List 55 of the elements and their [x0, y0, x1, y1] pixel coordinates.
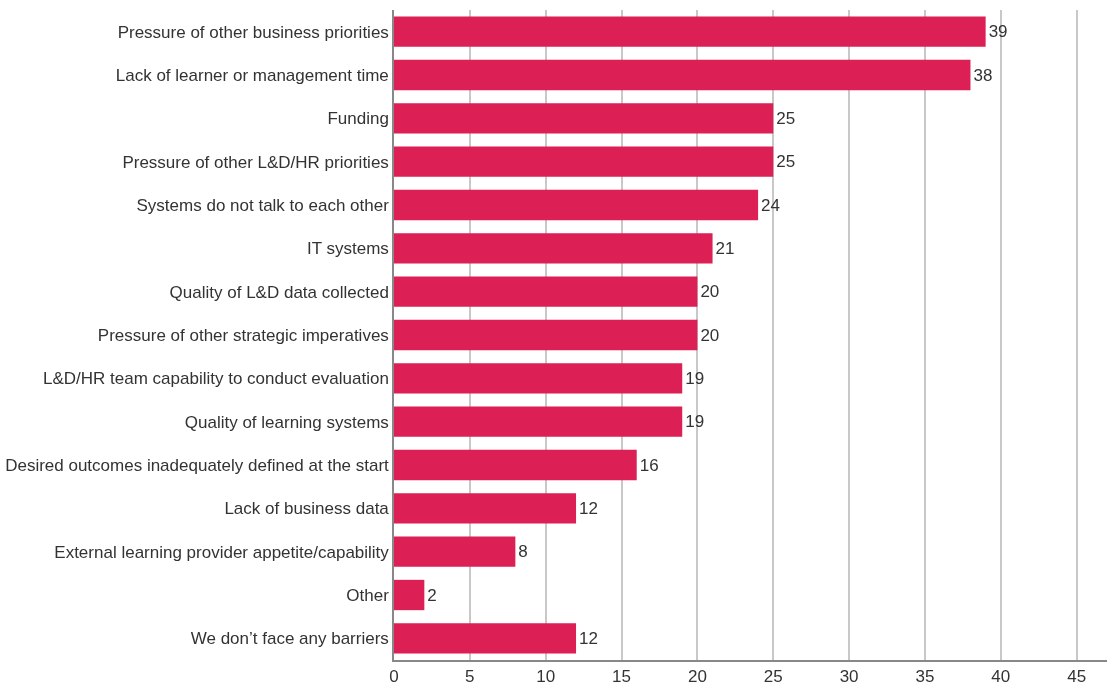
y-tick-label: Desired outcomes inadequately defined at the start — [5, 455, 390, 475]
data-label: 8 — [518, 542, 528, 562]
data-label: 16 — [639, 455, 659, 475]
y-tick-label: L&D/HR team capability to conduct evaluation — [42, 369, 389, 389]
data-label: 19 — [685, 368, 705, 388]
x-tick-label: 0 — [389, 667, 399, 687]
data-label: 21 — [715, 238, 735, 258]
y-tick-label: Pressure of other strategic imperatives — [97, 325, 389, 345]
data-label: 20 — [700, 325, 720, 345]
bar — [394, 363, 683, 394]
bar — [394, 16, 986, 47]
bar — [394, 146, 774, 177]
y-tick-label: Systems do not talk to each other — [136, 195, 390, 215]
x-tick-label: 15 — [612, 667, 632, 687]
bar — [394, 449, 637, 481]
bar — [394, 406, 683, 437]
data-label: 2 — [427, 585, 437, 605]
bar — [394, 493, 577, 524]
x-tick-label: 20 — [687, 667, 707, 687]
bar — [394, 233, 713, 264]
bar — [394, 579, 425, 611]
data-label: 12 — [579, 628, 598, 648]
data-label: 38 — [973, 65, 993, 85]
y-tick-label: IT systems — [306, 239, 389, 259]
y-tick-label: Lack of learner or management time — [115, 65, 389, 85]
y-tick-label: Pressure of other business priorities — [117, 22, 389, 42]
data-label: 24 — [761, 195, 781, 215]
data-label: 20 — [700, 282, 720, 302]
data-label: 25 — [776, 152, 796, 172]
bar — [394, 276, 698, 307]
bar — [394, 103, 774, 134]
bar — [394, 319, 698, 351]
y-tick-label: External learning provider appetite/capability — [54, 542, 390, 562]
x-tick-label: 30 — [839, 667, 859, 687]
bar — [394, 536, 516, 567]
x-tick-label: 25 — [763, 667, 783, 687]
y-tick-label: We don’t face any barriers — [190, 629, 389, 649]
x-tick-label: 35 — [915, 667, 935, 687]
data-label: 25 — [776, 108, 796, 128]
y-tick-label: Other — [346, 585, 390, 605]
x-tick-label: 10 — [536, 667, 556, 687]
y-tick-label: Pressure of other L&D/HR priorities — [122, 152, 389, 172]
data-label: 39 — [988, 22, 1008, 42]
data-label: 19 — [685, 412, 705, 432]
data-label: 12 — [579, 498, 598, 518]
y-tick-label: Funding — [327, 109, 389, 129]
bar — [394, 59, 971, 91]
x-tick-label: 5 — [465, 667, 475, 687]
y-tick-label: Quality of learning systems — [184, 412, 389, 432]
x-tick-label: 40 — [991, 667, 1011, 687]
y-tick-label: Quality of L&D data collected — [169, 282, 389, 302]
bar — [394, 623, 577, 654]
y-tick-label: Lack of business data — [224, 499, 390, 519]
x-tick-label: 45 — [1067, 667, 1087, 687]
bar — [394, 189, 759, 221]
